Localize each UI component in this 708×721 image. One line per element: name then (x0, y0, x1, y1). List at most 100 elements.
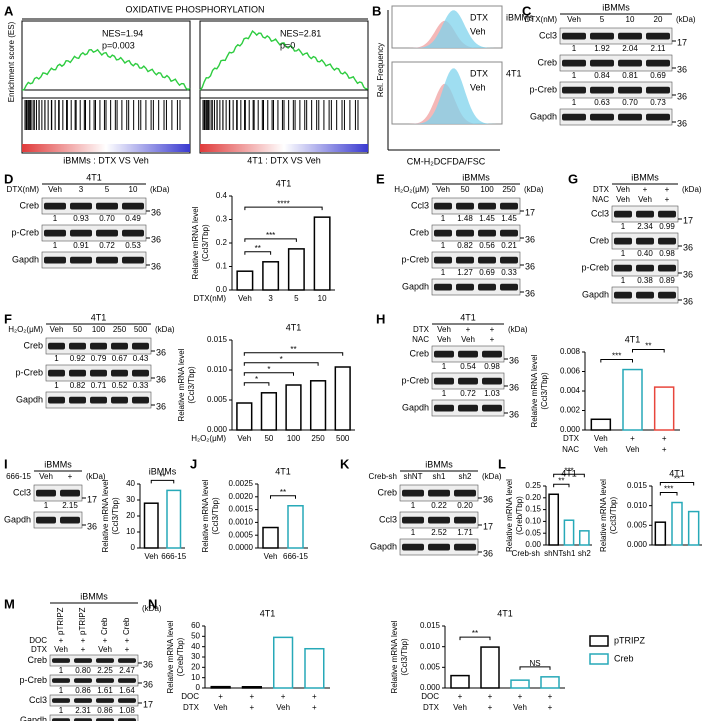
y-tick-label: 0.0 (216, 285, 228, 294)
panel-label: G (568, 171, 578, 186)
panel-label: K (340, 456, 350, 471)
cell-label: 4T1 (506, 68, 522, 78)
y-tick-label: 0.15 (525, 505, 541, 514)
blot-strip (559, 54, 673, 72)
marker-label: 36 (683, 296, 693, 306)
panel-label: E (376, 171, 385, 186)
bar (210, 685, 231, 689)
quantification: 0.92 (70, 354, 86, 363)
significance-label: ** (255, 244, 261, 253)
condition-value: + (125, 645, 130, 654)
significance-bracket (553, 473, 585, 478)
blot-title: 4T1 (460, 312, 476, 322)
bar (236, 402, 253, 431)
x-tick-label: Veh (237, 434, 251, 443)
band (96, 202, 118, 210)
bar (262, 526, 279, 549)
blot-strip (559, 27, 673, 45)
band (402, 516, 424, 524)
band (636, 291, 654, 299)
quantification: 1 (53, 241, 58, 250)
marker-label: 36 (151, 234, 161, 244)
band-name: Creb (27, 655, 47, 665)
y-axis-label: (Ccl3/Tbp) (201, 224, 210, 262)
condition-label: DTX (31, 645, 48, 654)
condition-value: Veh (39, 472, 53, 481)
significance-label: ** (674, 475, 680, 484)
legend-label: DTX (470, 12, 488, 22)
band-name: Creb (409, 348, 429, 358)
condition-value: 5 (105, 185, 110, 194)
quantification: 1 (572, 44, 577, 53)
band (428, 543, 450, 551)
quantification: 1 (54, 381, 59, 390)
y-tick-label: 20 (126, 511, 135, 520)
quantification: 0.70 (99, 214, 115, 223)
quantification: 1 (59, 706, 64, 715)
quantification: 0.70 (622, 98, 638, 107)
condition-value: shNT (403, 472, 422, 481)
condition-value: + (488, 692, 493, 701)
bar (687, 510, 700, 546)
quantification: 1.45 (501, 214, 517, 223)
bar (143, 502, 159, 549)
condition-value: + (662, 434, 667, 443)
nes: NES=2.81 (280, 28, 321, 38)
quantification: 0.86 (97, 706, 113, 715)
x-tick-label: Veh (238, 294, 252, 303)
band (454, 516, 476, 524)
condition-label: DOC (181, 692, 199, 701)
y-tick-label: 0.4 (216, 191, 228, 200)
y-tick-label: 50 (191, 631, 200, 640)
kda-label: (kDa) (508, 325, 528, 334)
blot-strip (41, 224, 147, 242)
band (48, 369, 65, 377)
marker-label: 36 (151, 207, 161, 217)
bar (313, 216, 331, 291)
y-tick-label: 0.005 (627, 520, 648, 529)
significance-bracket (600, 359, 633, 363)
significance-bracket (243, 372, 294, 376)
marker-label: 36 (483, 494, 493, 504)
marker-label: 36 (143, 719, 153, 721)
quantification: 1 (441, 241, 446, 250)
legend-label: DTX (470, 68, 488, 78)
quantification: 1.45 (479, 214, 495, 223)
significance-label: *** (612, 352, 621, 361)
x-tick-label: 10 (318, 294, 327, 303)
band (458, 377, 478, 385)
condition-value: Veh (437, 325, 451, 334)
bar (654, 521, 667, 546)
band (658, 210, 676, 218)
condition-value: 100 (480, 185, 494, 194)
condition-value: 250 (502, 185, 516, 194)
band (69, 369, 86, 377)
quantification: 0.54 (460, 362, 476, 371)
band (402, 543, 424, 551)
condition-label: DTX(nM) (7, 185, 40, 194)
bar (540, 676, 560, 689)
blot-strip (431, 251, 521, 269)
y-axis-label: Relative mRNA level (191, 206, 200, 279)
condition-value: + (518, 692, 523, 701)
band (36, 516, 56, 524)
y-tick-label: 40 (191, 642, 200, 651)
significance-label: *** (664, 485, 673, 494)
lane-name: pTRIPZ (56, 607, 65, 635)
condition-value: + (490, 335, 495, 344)
band-name: Ccl3 (13, 487, 31, 497)
panel-label: N (148, 596, 157, 611)
histogram (392, 10, 502, 49)
plot-frame (199, 20, 369, 154)
lane-name: Creb (122, 617, 131, 635)
quantification: 0.82 (457, 241, 473, 250)
band (590, 86, 614, 94)
condition-value: + (665, 195, 670, 204)
marker-label: 17 (525, 207, 535, 217)
band (428, 516, 450, 524)
quantification: 1 (53, 214, 58, 223)
quantification: 0.40 (637, 249, 653, 258)
band (74, 678, 92, 683)
marker-label: 17 (87, 494, 97, 504)
y-tick-label: 0.015 (420, 621, 441, 630)
